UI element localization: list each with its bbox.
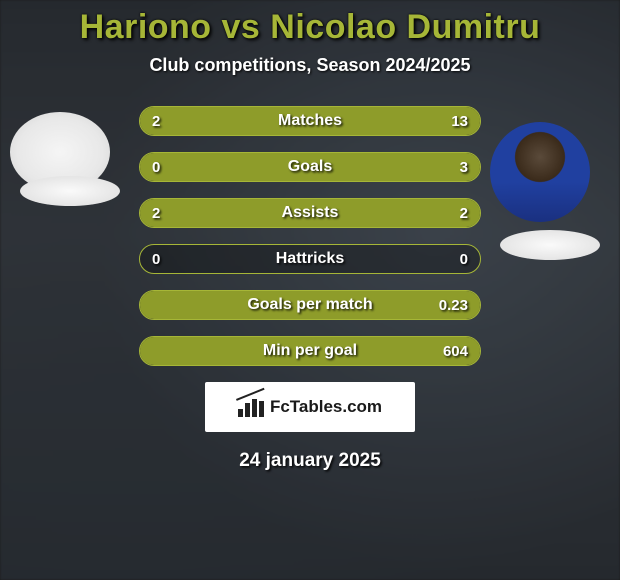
page-subtitle: Club competitions, Season 2024/2025: [0, 55, 620, 76]
brand-chart-icon: [238, 397, 264, 417]
stat-value-right: 0.23: [439, 291, 468, 319]
brand-badge: FcTables.com: [205, 382, 415, 432]
date-text: 24 january 2025: [0, 450, 620, 472]
stat-fill-right: [310, 199, 480, 227]
stat-fill-right: [140, 153, 480, 181]
stat-value-right: 13: [451, 107, 468, 135]
stat-row: Goals03: [139, 152, 481, 182]
stat-row: Min per goal604: [139, 336, 481, 366]
stat-value-left: 2: [152, 107, 160, 135]
page-title: Hariono vs Nicolao Dumitru: [0, 8, 620, 47]
stat-value-right: 604: [443, 337, 468, 365]
stat-fill-right: [140, 337, 480, 365]
stat-value-left: 0: [152, 153, 160, 181]
player-avatar-right: [490, 122, 590, 222]
player-flag-right: [500, 230, 600, 260]
stat-row: Assists22: [139, 198, 481, 228]
stat-value-right: 3: [460, 153, 468, 181]
stat-label: Hattricks: [140, 245, 480, 273]
stat-value-left: 2: [152, 199, 160, 227]
player-flag-left: [20, 176, 120, 206]
comparison-bars: Matches213Goals03Assists22Hattricks00Goa…: [139, 106, 481, 366]
stat-row: Goals per match0.23: [139, 290, 481, 320]
stat-fill-left: [140, 199, 310, 227]
stat-value-right: 0: [460, 245, 468, 273]
stat-fill-right: [140, 291, 480, 319]
stat-fill-left: [140, 107, 184, 135]
stat-row: Hattricks0 0: [139, 244, 481, 274]
stat-row: Matches213: [139, 106, 481, 136]
brand-text: FcTables.com: [270, 397, 382, 417]
stat-value-right: 2: [460, 199, 468, 227]
stat-fill-right: [184, 107, 480, 135]
stat-value-left: 0: [152, 245, 160, 273]
content-container: Hariono vs Nicolao Dumitru Club competit…: [0, 0, 620, 580]
